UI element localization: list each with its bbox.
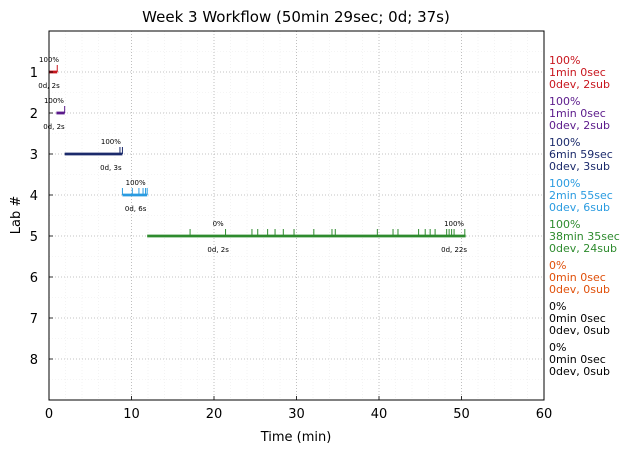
x-tick-label: 50: [453, 407, 470, 422]
axes: 0 10 20 30 40 50 60 1 2 3 4 5 6 7 8: [30, 66, 553, 422]
lab-2-side-line-2: 1min 0sec: [549, 107, 606, 120]
grid: [48, 31, 545, 400]
lab-2-progress-label: 100%: [44, 97, 64, 105]
x-tick-label: 0: [45, 407, 53, 422]
lab-8-side-line-2: 0min 0sec: [549, 353, 606, 366]
lab-4-side-line-2: 2min 55sec: [549, 189, 613, 202]
lab-2-side-line-1: 100%: [549, 95, 580, 108]
lab-2-side-line-3: 0dev, 2sub: [549, 119, 610, 132]
lab-5-side-line-2: 38min 35sec: [549, 230, 620, 243]
y-tick-label: 3: [30, 148, 38, 163]
lab-4-side-line-3: 0dev, 6sub: [549, 201, 610, 214]
plot-area: 100% 0d, 2s 100% 0d, 2s 100% 0d, 3s 100% 0d, 6s…: [38, 56, 467, 254]
y-axis-label: Lab #: [9, 196, 24, 235]
x-tick-label: 40: [371, 407, 388, 422]
y-tick-label: 5: [30, 230, 38, 245]
lab-8-side-line-1: 0%: [549, 341, 566, 354]
lab-7-side-line-3: 0dev, 0sub: [549, 324, 610, 337]
lab-3-time-label: 0d, 3s: [100, 164, 122, 172]
lab-4-side-line-1: 100%: [549, 177, 580, 190]
chart-title: Week 3 Workflow (50min 29sec; 0d; 37s): [142, 8, 450, 26]
lab-3-progress-label: 100%: [101, 138, 121, 146]
lab-6-side-line-1: 0%: [549, 259, 566, 272]
lab-2-time-label: 0d, 2s: [43, 123, 65, 131]
lab-4-time-label: 0d, 6s: [125, 205, 147, 213]
lab-8-side-line-3: 0dev, 0sub: [549, 365, 610, 378]
lab-3-side-line-3: 0dev, 3sub: [549, 160, 610, 173]
y-tick-label: 1: [30, 66, 38, 81]
x-axis-label: Time (min): [260, 430, 332, 445]
lab-4-progress-label: 100%: [126, 179, 146, 187]
x-tick-label: 30: [288, 407, 305, 422]
lab-5-side-line-3: 0dev, 24sub: [549, 242, 617, 255]
y-tick-label: 6: [30, 271, 38, 286]
lab-5-time-label: 0d, 2s: [207, 246, 229, 254]
lab-1-side-line-3: 0dev, 2sub: [549, 78, 610, 91]
lab-1-side-line-1: 100%: [549, 54, 580, 67]
y-tick-label: 2: [30, 107, 38, 122]
lab-3-side-line-1: 100%: [549, 136, 580, 149]
lab-5-time-label: 0d, 22s: [441, 246, 467, 254]
lab-5-progress-label: 100%: [444, 220, 464, 228]
lab-6-side-line-2: 0min 0sec: [549, 271, 606, 284]
lab-1-side-line-2: 1min 0sec: [549, 66, 606, 79]
lab-3-side-line-2: 6min 59sec: [549, 148, 613, 161]
lab-5-side-line-1: 100%: [549, 218, 580, 231]
y-tick-label: 7: [30, 312, 38, 327]
x-tick-label: 20: [206, 407, 223, 422]
lab-7-side-line-1: 0%: [549, 300, 566, 313]
y-tick-label: 4: [30, 189, 38, 204]
lab-7-side-line-2: 0min 0sec: [549, 312, 606, 325]
x-tick-label: 60: [536, 407, 553, 422]
x-tick-label: 10: [123, 407, 140, 422]
lab-6-side-line-3: 0dev, 0sub: [549, 283, 610, 296]
y-tick-label: 8: [30, 353, 38, 368]
lab-5-progress-label: 0%: [213, 220, 224, 228]
